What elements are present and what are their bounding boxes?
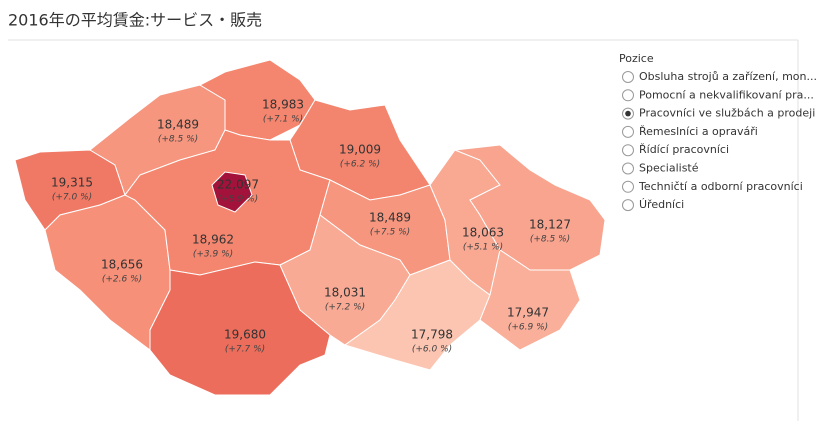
region-value: 18,656: [101, 258, 143, 272]
radio-button[interactable]: [622, 180, 634, 193]
region-value: 18,031: [324, 286, 366, 300]
region-change: (+7.0 %): [52, 193, 92, 203]
region[interactable]: [211, 171, 253, 213]
radio-label[interactable]: Úředníci: [639, 198, 684, 211]
region-value: 18,063: [462, 226, 504, 240]
region-change: (+5.1 %): [463, 243, 503, 253]
radio-option[interactable]: Úředníci: [622, 198, 685, 212]
radio-label[interactable]: Řemeslníci a opraváři: [639, 125, 758, 138]
legend: Pozice Obsluha strojů a zařízení, mon... P…: [619, 52, 818, 212]
region-change: (+3.9 %): [193, 250, 233, 260]
radio-option[interactable]: Řemeslníci a opraváři: [622, 125, 758, 138]
map: 22,097 (+5.9 %) 19,315 (+7.0 %) 18,489 (+8.5 …: [14, 59, 606, 396]
region-value: 22,097: [217, 178, 259, 192]
region-value: 18,983: [262, 98, 304, 112]
region-value: 19,009: [339, 143, 381, 157]
region-change: (+7.1 %): [263, 115, 303, 125]
region-value: 18,962: [192, 233, 234, 247]
region-change: (+2.6 %): [102, 275, 142, 285]
region-change: (+5.9 %): [218, 195, 258, 205]
radio-button[interactable]: [622, 144, 634, 157]
region-change: (+8.5 %): [530, 235, 570, 245]
region-value: 17,798: [411, 328, 453, 342]
radio-option[interactable]: Specialisté: [622, 162, 699, 175]
radio-label[interactable]: Řídící pracovníci: [639, 143, 729, 156]
radio-option[interactable]: Řídící pracovníci: [622, 143, 730, 157]
radio-option[interactable]: Pomocní a nekvalifikovaní pra...: [622, 88, 814, 102]
region[interactable]: [479, 249, 581, 351]
region-change: (+6.2 %): [340, 160, 380, 170]
region-value: 18,489: [157, 118, 199, 132]
radio-label[interactable]: Pomocní a nekvalifikovaní pra...: [639, 88, 814, 101]
region-change: (+6.9 %): [508, 323, 548, 333]
radio-label[interactable]: Obsluha strojů a zařízení, mon...: [639, 70, 817, 83]
region-change: (+7.2 %): [325, 303, 365, 313]
title: 2016年の平均賃金:サービス・販売: [8, 11, 262, 30]
radio-button[interactable]: [622, 125, 634, 138]
region-change: (+7.5 %): [370, 228, 410, 238]
region-change: (+8.5 %): [158, 135, 198, 145]
radio-button[interactable]: [622, 162, 634, 175]
region-value: 19,680: [224, 328, 266, 342]
radio-option[interactable]: Pracovníci ve službách a prodeji: [622, 107, 816, 120]
radio-label[interactable]: Specialisté: [639, 162, 699, 175]
radio-label[interactable]: Pracovníci ve službách a prodeji: [639, 107, 815, 120]
region[interactable]: [149, 261, 331, 396]
radio-dot: [625, 110, 631, 117]
region-value: 19,315: [51, 176, 93, 190]
region-value: 18,127: [529, 218, 571, 232]
region-change: (+7.7 %): [225, 345, 265, 355]
radio-button[interactable]: [622, 71, 634, 83]
radio-option[interactable]: Obsluha strojů a zařízení, mon...: [622, 70, 818, 83]
radio-option[interactable]: Techničtí a odborní pracovníci: [622, 180, 803, 193]
legend-title: Pozice: [619, 52, 654, 65]
region-value: 17,947: [507, 306, 549, 320]
region-change: (+6.0 %): [412, 345, 452, 355]
radio-button[interactable]: [622, 199, 634, 212]
region-value: 18,489: [369, 211, 411, 225]
radio-label[interactable]: Techničtí a odborní pracovníci: [638, 180, 803, 193]
radio-button[interactable]: [622, 89, 634, 102]
